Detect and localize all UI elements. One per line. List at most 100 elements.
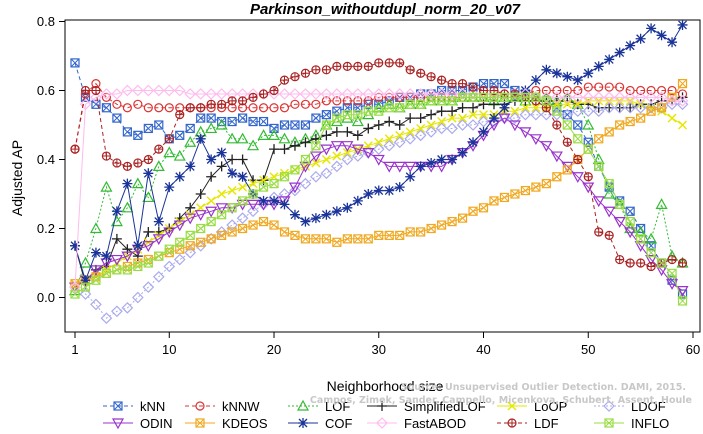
legend-item-cof: COF	[288, 416, 353, 431]
data-point	[300, 137, 311, 148]
data-point	[646, 248, 656, 258]
data-point	[510, 106, 520, 116]
data-point	[121, 251, 134, 263]
data-point	[531, 182, 541, 192]
data-point	[174, 171, 185, 182]
data-point	[594, 227, 604, 237]
data-point	[100, 88, 113, 100]
data-point	[289, 140, 300, 151]
data-point	[646, 261, 656, 272]
legend-marker	[195, 418, 205, 428]
y-tick-label: 0.2	[37, 221, 55, 236]
data-point	[531, 85, 541, 96]
data-point	[519, 108, 532, 121]
data-point	[290, 165, 300, 175]
data-point	[677, 92, 688, 103]
data-point	[341, 141, 354, 152]
data-point	[582, 91, 595, 104]
data-point	[541, 179, 551, 189]
x-tick-label: 1	[71, 342, 78, 357]
data-point	[100, 180, 113, 192]
data-point	[405, 227, 415, 237]
data-point	[299, 161, 312, 173]
data-point	[300, 234, 311, 244]
series-line-odin	[74, 117, 683, 292]
data-point	[604, 127, 614, 137]
data-point	[299, 177, 312, 190]
data-point	[437, 117, 447, 127]
data-point	[353, 110, 363, 120]
data-point	[194, 88, 207, 100]
data-point	[550, 91, 563, 104]
data-point	[667, 85, 677, 96]
data-point	[91, 85, 101, 96]
data-point	[175, 130, 185, 140]
data-point	[655, 91, 668, 104]
data-point	[374, 137, 384, 147]
data-point	[164, 134, 174, 144]
data-point	[215, 88, 228, 100]
data-point	[101, 103, 112, 113]
data-point	[269, 144, 280, 155]
data-point	[154, 251, 164, 261]
data-point	[300, 68, 311, 78]
data-point	[583, 144, 593, 154]
data-point	[530, 75, 541, 86]
data-point	[142, 241, 155, 252]
data-point	[625, 217, 635, 227]
data-point	[122, 161, 132, 171]
data-point	[217, 210, 227, 220]
data-point	[395, 230, 405, 240]
data-point	[184, 88, 197, 100]
data-point	[447, 154, 458, 165]
data-point	[194, 239, 207, 252]
data-point	[467, 88, 479, 100]
data-point	[269, 220, 279, 230]
data-point	[321, 96, 331, 106]
legend-item-ldof: LDOF	[594, 399, 666, 414]
legend-marker	[376, 417, 388, 429]
data-point	[206, 171, 217, 182]
data-point	[332, 237, 342, 247]
data-point	[217, 189, 227, 199]
data-point	[656, 103, 667, 113]
data-point	[615, 120, 625, 130]
data-point	[561, 91, 574, 104]
data-point	[604, 82, 614, 92]
data-point	[310, 88, 322, 100]
data-point	[393, 161, 406, 173]
legend-label: FastABOD	[404, 416, 466, 431]
data-point	[416, 68, 426, 78]
data-point	[437, 75, 447, 85]
data-point	[416, 227, 426, 237]
data-point	[290, 230, 300, 240]
data-point	[332, 151, 342, 161]
data-point	[80, 275, 91, 286]
data-point	[583, 68, 594, 79]
data-point	[248, 179, 258, 189]
legend-label: LOF	[325, 399, 350, 414]
data-point	[353, 234, 363, 244]
legend-marker	[298, 418, 308, 428]
data-point	[573, 154, 583, 165]
data-point	[615, 96, 625, 106]
data-point	[133, 158, 143, 168]
data-point	[447, 113, 457, 123]
data-point	[395, 58, 405, 68]
data-point	[677, 19, 688, 30]
data-point	[133, 130, 143, 140]
data-point	[342, 110, 352, 120]
data-point	[217, 230, 227, 240]
data-point	[676, 95, 689, 107]
legend-marker	[113, 401, 123, 411]
data-point	[311, 141, 321, 151]
data-point	[258, 182, 269, 192]
data-point	[551, 68, 562, 79]
data-point	[237, 154, 248, 165]
data-point	[636, 85, 646, 96]
data-point	[435, 88, 448, 100]
data-point	[111, 305, 123, 318]
data-point	[79, 256, 92, 268]
legend-item-knnw: kNNW	[185, 399, 260, 414]
